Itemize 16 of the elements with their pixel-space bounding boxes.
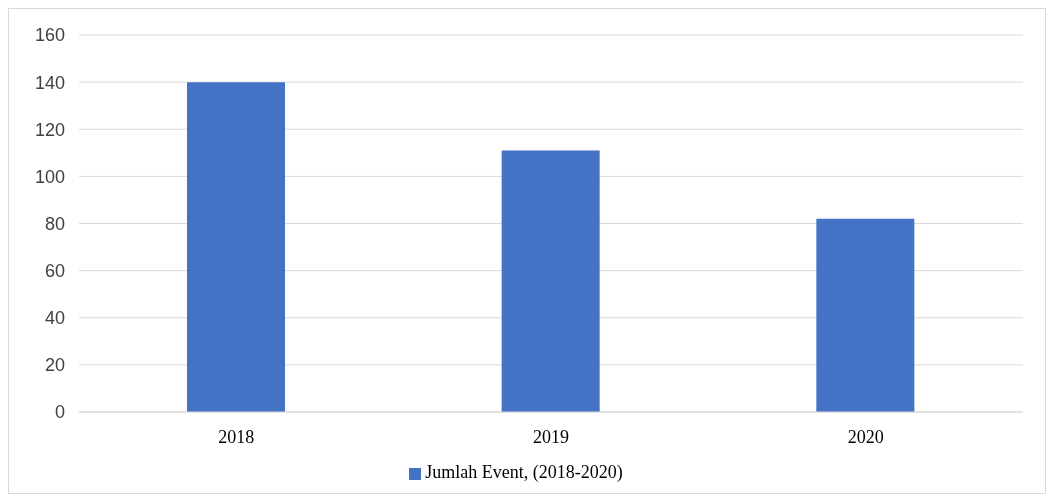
bar [187, 82, 285, 412]
y-tick-label: 60 [44, 261, 65, 282]
bar [816, 218, 915, 412]
y-tick-label: 160 [34, 25, 65, 46]
bar [501, 150, 600, 412]
y-tick-label: 120 [34, 119, 65, 140]
y-tick-label: 40 [44, 308, 65, 329]
x-tick-label: 2019 [533, 426, 569, 447]
y-tick-label: 140 [34, 72, 65, 93]
x-tick-label: 2020 [847, 426, 884, 447]
y-tick-label: 100 [34, 166, 65, 187]
y-tick-label: 20 [44, 355, 65, 376]
x-tick-label: 2018 [218, 426, 255, 447]
y-tick-label: 0 [54, 402, 65, 423]
legend-label: Jumlah Event, (2018-2020) [425, 462, 623, 482]
y-tick-label: 80 [44, 213, 65, 234]
